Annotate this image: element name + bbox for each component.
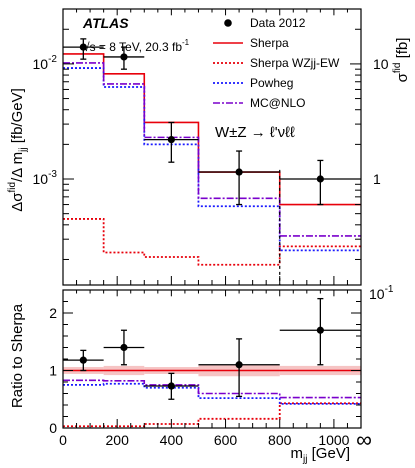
- top-y-tick-label-part: 10: [33, 171, 49, 187]
- process-label: W±Z → ℓ'νℓℓ: [215, 124, 295, 141]
- data-point: [235, 168, 243, 176]
- data-point: [79, 43, 87, 51]
- x-tick-label: 600: [214, 432, 238, 448]
- top-y-axis-label-part: jj: [18, 147, 29, 152]
- bottom-panel-frame: [62, 289, 362, 429]
- hist-mc-nlo: [63, 62, 361, 237]
- legend-label-powheg: Powheg: [250, 76, 293, 90]
- ratio-data-point: [79, 356, 87, 364]
- bottom-y-axis-label: Ratio to Sherpa: [9, 303, 26, 408]
- ratio-sherpa-wzjj-ew: [63, 402, 361, 428]
- overflow-infinity-label: ∞: [356, 427, 372, 452]
- top-y-axis-label: Δσfid/Δ mjj [fb/GeV]: [7, 88, 29, 212]
- top-y-tick-label-part: 10: [33, 56, 49, 72]
- ratio-data-point: [316, 326, 324, 334]
- top-y-tick-label-part: -2: [48, 54, 57, 65]
- ratio-data-point: [167, 382, 175, 390]
- ratio-mc-nlo: [63, 379, 361, 399]
- x-axis-label: mjj [GeV]: [291, 445, 350, 465]
- right-y-axis-label: σfid [fb]: [392, 38, 411, 83]
- right-y-tick-label-part: 10: [369, 286, 385, 302]
- legend-marker-data-2012: [224, 19, 232, 27]
- x-axis-label-part: [GeV]: [307, 445, 350, 462]
- ratio-data-point: [235, 361, 243, 369]
- energy-label-part: √s = 8 TeV, 20.3 fb: [83, 40, 182, 54]
- legend-label-data-2012: Data 2012: [250, 16, 306, 30]
- data-point: [167, 136, 175, 144]
- top-y-tick-label: 10-3: [33, 169, 58, 187]
- hist-sherpa-wzjj-ew: [63, 218, 361, 266]
- legend-label-sherpa-wzjj-ew: Sherpa WZjj-EW: [250, 56, 340, 70]
- x-tick-label: 1000: [318, 432, 349, 448]
- atlas-label: ATLAS: [82, 15, 129, 31]
- right-y-axis-label-part: [fb]: [394, 38, 411, 63]
- hist-sherpa: [63, 53, 361, 206]
- x-tick-label: 800: [268, 432, 292, 448]
- top-y-tick-label: 10-2: [33, 54, 58, 72]
- data-point: [316, 175, 324, 183]
- ratio-data-point: [120, 343, 128, 352]
- x-tick-label: 400: [160, 432, 184, 448]
- data-point: [120, 53, 128, 61]
- right-y-tick-label: 10: [373, 56, 389, 72]
- bottom-y-tick-label: 2: [49, 305, 57, 321]
- right-y-tick-label: 1: [373, 171, 381, 187]
- right-y-tick-label-part: -1: [385, 284, 394, 295]
- top-y-axis-label-part: [fb/GeV]: [9, 88, 26, 147]
- x-axis-label-part: jj: [302, 454, 307, 465]
- legend-label-sherpa: Sherpa: [250, 36, 289, 50]
- bottom-y-tick-label: 1: [49, 363, 57, 379]
- top-y-tick-label-part: -3: [48, 169, 57, 180]
- x-tick-label: 0: [59, 432, 67, 448]
- energy-label: √s = 8 TeV, 20.3 fb-1: [83, 38, 190, 54]
- legend-label-mc-nlo: MC@NLO: [250, 96, 306, 110]
- right-y-tick-label: 10-1: [369, 284, 394, 302]
- x-axis-label-part: m: [291, 445, 304, 462]
- hist-powheg: [63, 67, 361, 252]
- right-y-axis-label-part: σ: [394, 72, 411, 82]
- bottom-y-tick-label: 0: [49, 420, 57, 436]
- x-tick-label: 200: [106, 432, 130, 448]
- top-y-axis-label-part: Δσ: [9, 192, 26, 212]
- top-y-axis-label-part: /Δ m: [9, 152, 26, 182]
- right-y-axis-label-part: fid: [392, 63, 403, 74]
- energy-label-part: -1: [182, 38, 190, 47]
- top-y-axis-label-part: fid: [7, 182, 18, 193]
